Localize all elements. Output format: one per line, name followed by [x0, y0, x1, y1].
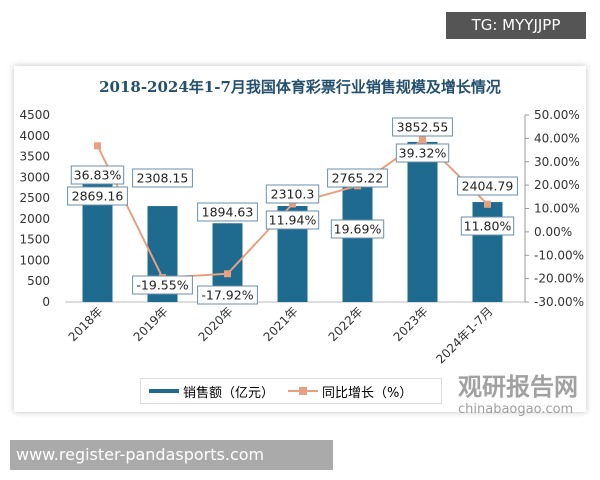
sales-data-label-box: [457, 176, 518, 196]
growth-data-label: -17.92%: [201, 288, 253, 303]
growth-data-label-box: [330, 219, 385, 239]
left-tick-label: 1000: [19, 253, 50, 267]
legend-label-sales: 销售额（亿元）: [183, 385, 275, 401]
sales-data-label: 2308.15: [137, 171, 189, 186]
left-tick-label: 3500: [19, 150, 50, 164]
growth-data-label-box: [197, 285, 258, 305]
bar-swatch-icon: [149, 389, 179, 393]
legend-item-growth: 同比增长（%）: [288, 382, 412, 401]
growth-data-label: -19.55%: [136, 278, 188, 293]
tag-overlay: TG: MYYJJPP: [446, 12, 586, 39]
sales-data-label-box: [67, 186, 128, 206]
growth-point: [94, 142, 101, 150]
growth-data-label: 39.32%: [399, 146, 447, 161]
legend: 销售额（亿元） 同比增长（%）: [140, 378, 442, 404]
x-tick-label: 2019年: [131, 304, 171, 344]
right-tick-label: 20.00%: [534, 178, 580, 192]
right-tick-label: 10.00%: [534, 202, 580, 216]
right-tick-label: -30.00%: [534, 295, 584, 309]
left-tick-label: 4000: [19, 129, 50, 143]
growth-data-label: 19.69%: [334, 222, 382, 237]
sales-data-label-box: [197, 202, 258, 222]
x-tick-label: 2021年: [261, 304, 301, 344]
left-tick-label: 2000: [19, 212, 50, 226]
watermark-sub: chinabaogao.com: [458, 402, 574, 417]
legend-label-growth: 同比增长（%）: [322, 385, 413, 401]
right-tick-label: 50.00%: [534, 108, 580, 122]
growth-data-label-box: [395, 143, 450, 163]
sales-data-label-box: [265, 184, 320, 204]
growth-data-label-box: [132, 275, 193, 295]
x-tick-label: 2024年1-7月: [433, 304, 495, 366]
growth-point: [419, 136, 426, 144]
sales-data-label: 2765.22: [332, 171, 384, 186]
right-tick-label: 0.00%: [534, 225, 572, 239]
sales-data-label-box: [327, 168, 388, 188]
x-tick-label: 2018年: [66, 304, 106, 344]
growth-point: [289, 200, 296, 208]
growth-data-label-box: [460, 216, 515, 236]
right-tick-label: 40.00%: [534, 131, 580, 145]
x-tick-label: 2020年: [196, 304, 236, 344]
bar: [342, 187, 373, 302]
sales-data-label: 2404.79: [462, 179, 514, 194]
x-tick-label: 2023年: [391, 304, 431, 344]
left-tick-label: 4500: [19, 108, 50, 122]
left-tick-label: 1500: [19, 233, 50, 247]
right-tick-label: -20.00%: [534, 272, 584, 286]
sales-data-label-box: [392, 117, 453, 137]
growth-data-label: 11.94%: [269, 213, 317, 228]
chart-title: 2018-2024年1-7月我国体育彩票行业销售规模及增长情况: [99, 78, 501, 96]
growth-point: [224, 270, 231, 278]
right-tick-label: -10.00%: [534, 248, 584, 262]
sales-data-label: 1894.63: [202, 205, 254, 220]
growth-data-label: 36.83%: [74, 168, 122, 183]
right-tick-label: 30.00%: [534, 155, 580, 169]
sales-data-label: 2310.3: [271, 187, 315, 202]
growth-data-label-box: [265, 210, 320, 230]
sales-data-label: 2869.16: [72, 189, 124, 204]
growth-point: [484, 200, 491, 208]
legend-item-sales: 销售额（亿元）: [149, 382, 274, 401]
watermark-logo: 观研报告网: [458, 373, 578, 401]
bar: [407, 141, 438, 302]
left-tick-label: 2500: [19, 191, 50, 205]
line-marker-swatch-icon: [288, 387, 319, 395]
sales-data-label-box: [132, 168, 193, 188]
left-tick-label: 500: [27, 274, 50, 288]
x-tick-label: 2022年: [326, 304, 366, 344]
left-tick-label: 0: [42, 295, 50, 309]
growth-data-label-box: [70, 165, 125, 185]
url-overlay: www.register-pandasports.com: [10, 440, 333, 470]
sales-data-label: 3852.55: [397, 120, 449, 135]
left-tick-label: 3000: [19, 170, 50, 184]
growth-data-label: 11.80%: [464, 219, 512, 234]
